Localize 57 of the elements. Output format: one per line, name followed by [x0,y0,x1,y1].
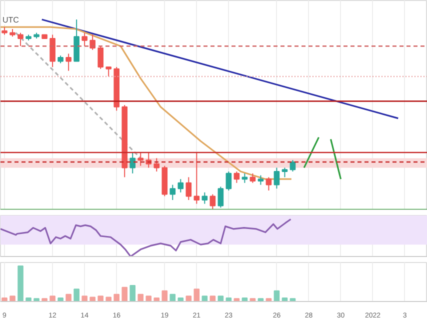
bar [34,298,40,302]
annotation: UTC [2,16,20,24]
candlestick [178,178,184,193]
candlestick [258,174,264,186]
candlestick [106,66,112,77]
bar [98,296,104,302]
bar [74,288,80,302]
candlestick [210,194,216,210]
bar [154,297,160,302]
bar [170,294,176,302]
bar [218,296,224,302]
candlestick [250,172,256,184]
candlestick [234,171,240,184]
candlestick [154,158,160,172]
candlestick [218,186,224,208]
candlestick [18,32,24,47]
candlestick [98,46,104,70]
bar [18,266,24,302]
bar [274,290,280,302]
candlestick [66,53,72,72]
candlestick [146,152,152,168]
bar [210,296,216,302]
candlestick [138,152,144,166]
candlestick [194,152,200,204]
bar [146,296,152,302]
candlestick [82,32,88,47]
candlestick [274,167,280,190]
candlestick [186,176,192,200]
bar [194,288,200,302]
candlestick [202,192,208,204]
bar [10,296,16,302]
bar [42,298,48,302]
candlestick [266,176,272,191]
bar [138,294,144,302]
bar [162,290,168,302]
bar [178,297,184,302]
bar [130,285,136,302]
bar [58,297,64,302]
bar [202,296,208,302]
bar [82,296,88,302]
candlestick [282,167,288,178]
candlestick [170,184,176,200]
bar [122,286,128,302]
candlestick [242,172,248,184]
candlestick [90,34,96,50]
bar [50,296,56,302]
bar [186,296,192,302]
candlestick [290,160,296,172]
bar [2,297,8,302]
bar [66,294,72,302]
bar [26,297,32,302]
candlestick [50,34,56,68]
candlestick [226,171,232,191]
bar [90,296,96,302]
bar [106,296,112,302]
candlestick [130,152,136,174]
bar [114,294,120,302]
